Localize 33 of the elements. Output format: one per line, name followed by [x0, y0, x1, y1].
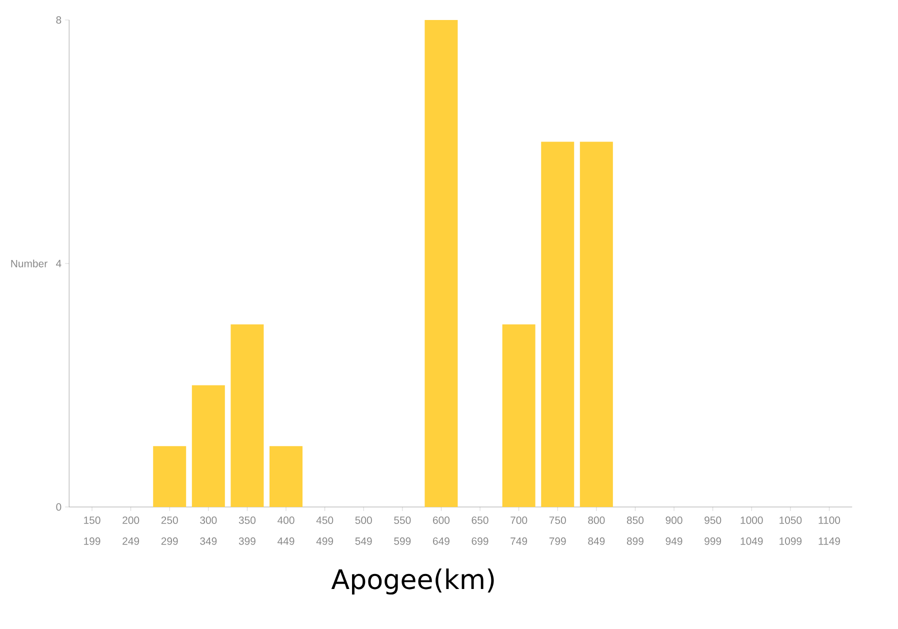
- bar: [230, 324, 264, 507]
- bar: [153, 446, 186, 507]
- category-label: 700 749: [510, 516, 528, 545]
- category-label: 200 249: [122, 516, 140, 545]
- category-label: 500 549: [355, 516, 372, 545]
- category-label: 950 999: [704, 516, 722, 545]
- category-label: 600 649: [433, 516, 450, 545]
- y-tick-label: 4: [56, 260, 62, 268]
- category-label: 350 399: [238, 516, 256, 545]
- category-label: 300 349: [200, 516, 217, 545]
- category-label: 650 699: [472, 516, 488, 545]
- category-label: 150 199: [84, 516, 100, 545]
- x-axis-title: Apogee(km): [331, 568, 494, 595]
- y-tick-label: 8: [56, 16, 62, 24]
- category-label: 1000 1049: [740, 516, 763, 545]
- bar: [270, 446, 303, 507]
- category-label: 550 599: [394, 516, 411, 545]
- category-label: 900 949: [666, 516, 682, 545]
- category-label: 1050 1099: [780, 516, 802, 545]
- category-label: 750 799: [549, 516, 566, 545]
- bar: [192, 385, 225, 507]
- category-label: 250 299: [161, 516, 178, 545]
- bar: [424, 20, 458, 507]
- y-tick-label: 0: [56, 503, 62, 511]
- bar: [502, 324, 536, 507]
- category-label: 450 499: [316, 516, 334, 545]
- category-label: 400 449: [278, 516, 294, 545]
- bar: [541, 142, 574, 507]
- category-label: 1100 1149: [818, 516, 840, 545]
- category-label: 850 899: [626, 516, 644, 545]
- bar: [580, 142, 613, 507]
- category-label: 800 849: [588, 516, 605, 545]
- y-axis-title: Number: [11, 260, 48, 268]
